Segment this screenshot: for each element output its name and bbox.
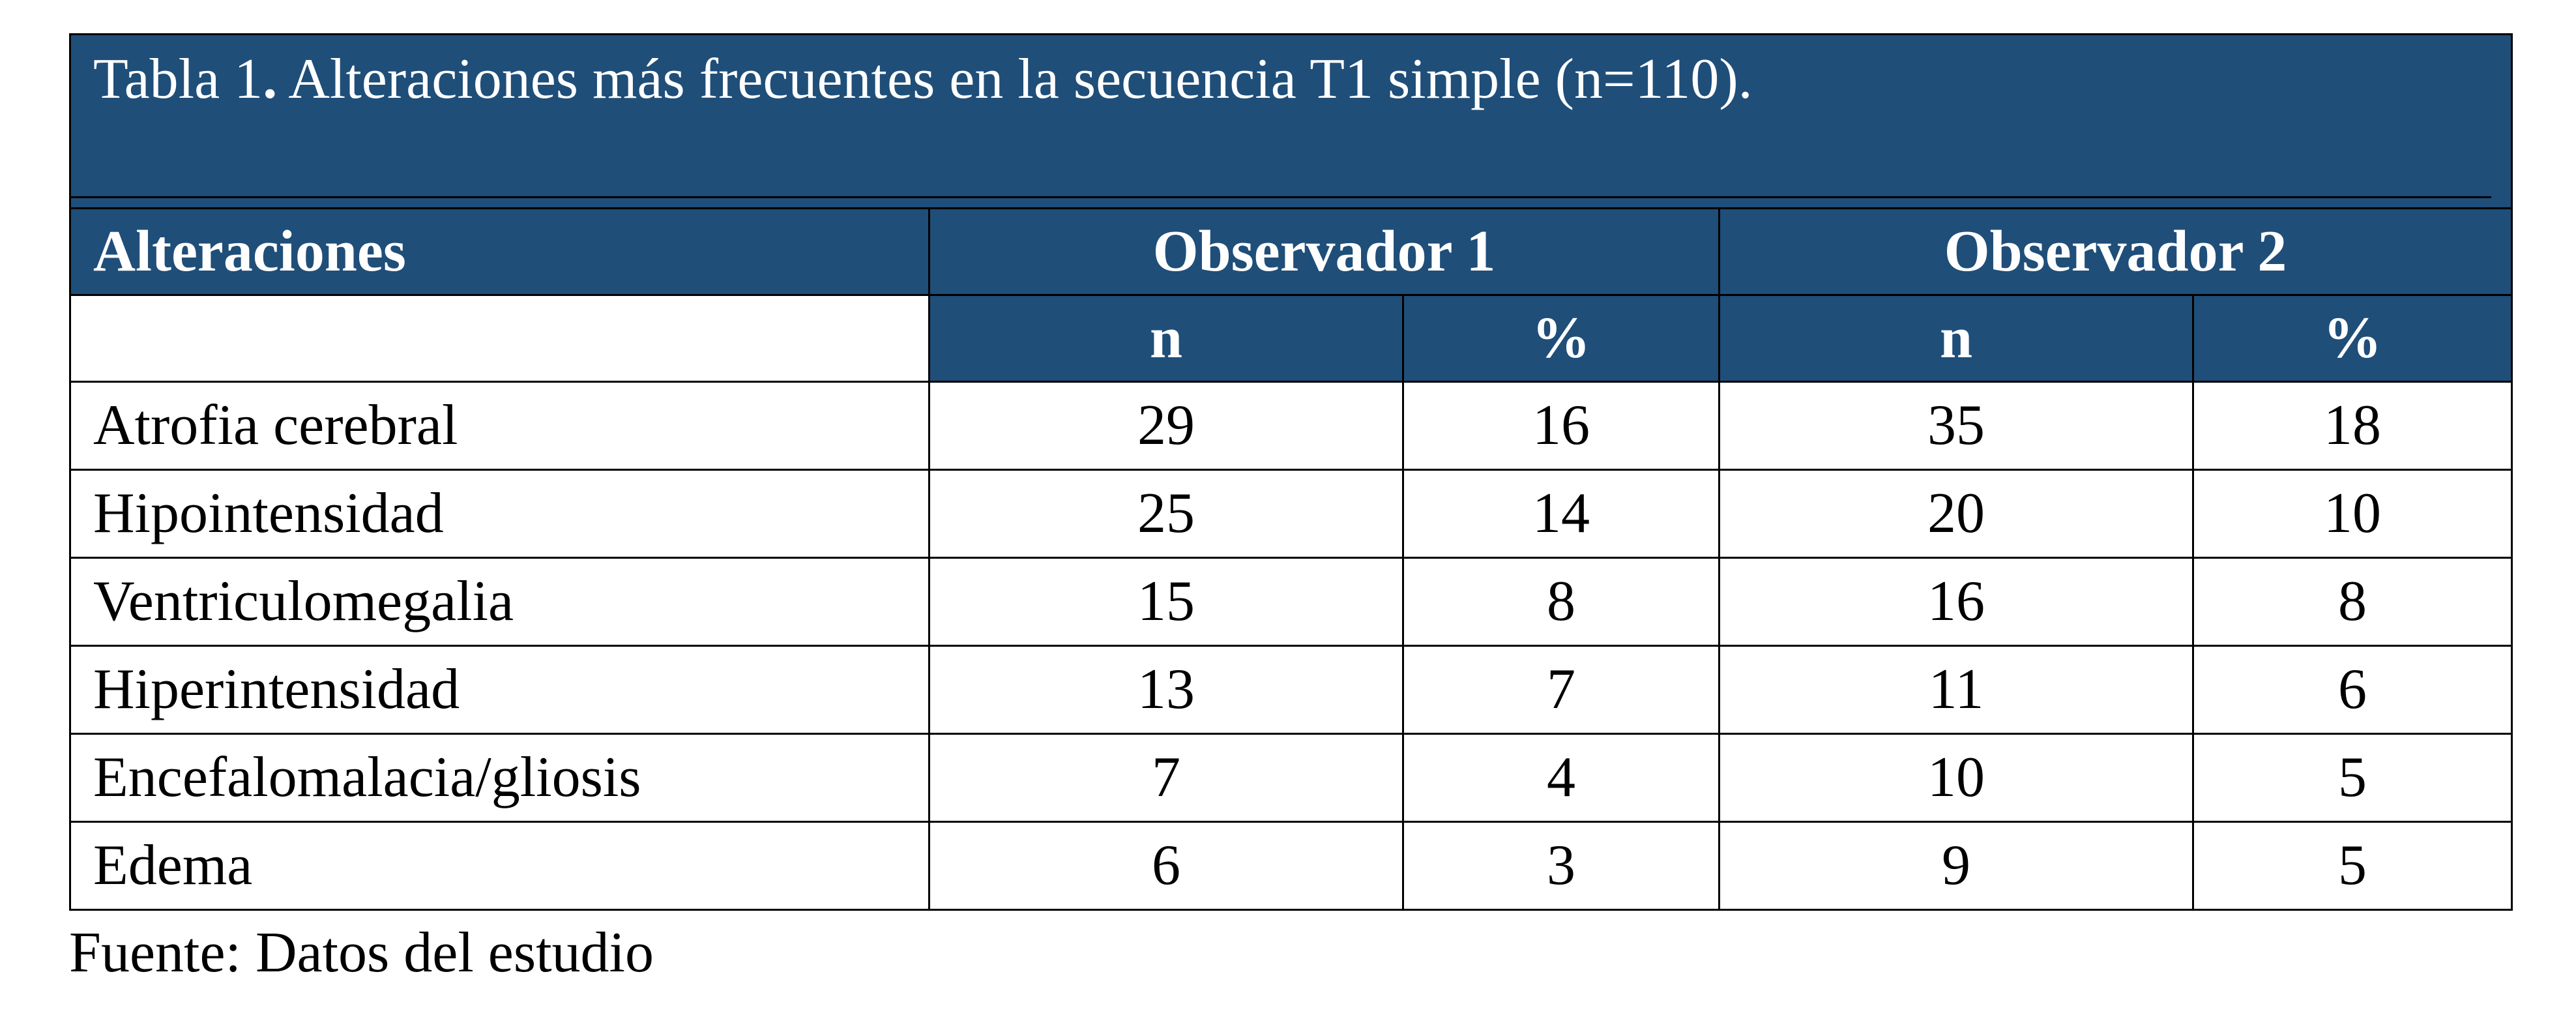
subheader-o1-n: n — [928, 294, 1404, 383]
cell-o1-n: 29 — [928, 381, 1404, 471]
table-row: Ventriculomegalia 15 8 16 8 — [69, 557, 2513, 647]
title-divider — [71, 196, 2491, 198]
cell-o2-n: 20 — [1718, 469, 2194, 559]
subheader-o1-pct: % — [1402, 294, 1720, 383]
table-title-dot: . — [263, 47, 278, 111]
cell-o1-pct: 14 — [1402, 469, 1720, 559]
cell-o1-pct: 3 — [1402, 821, 1720, 911]
subheader-o2-n: n — [1718, 294, 2194, 383]
table-source-note: Fuente: Datos del estudio — [69, 921, 654, 984]
cell-o2-pct: 18 — [2192, 381, 2513, 471]
cell-o1-n: 13 — [928, 645, 1404, 735]
table-title-text: Alteraciones más frecuentes en la secuen… — [277, 47, 1753, 111]
subheader-row: n % n % — [69, 294, 2513, 383]
cell-o2-pct: 6 — [2192, 645, 2513, 735]
cell-o1-n: 7 — [928, 733, 1404, 823]
row-label: Edema — [69, 821, 930, 911]
row-label: Hipointensidad — [69, 469, 930, 559]
row-label: Encefalomalacia/gliosis — [69, 733, 930, 823]
cell-o1-pct: 16 — [1402, 381, 1720, 471]
results-table: Tabla 1. Alteraciones más frecuentes en … — [69, 33, 2513, 911]
cell-o1-pct: 8 — [1402, 557, 1720, 647]
table-title-spacer — [69, 123, 2513, 209]
table-row: Edema 6 3 9 5 — [69, 821, 2513, 911]
header-alteraciones: Alteraciones — [69, 207, 930, 296]
row-label: Atrofia cerebral — [69, 381, 930, 471]
table-title: Tabla 1. Alteraciones más frecuentes en … — [69, 33, 2513, 124]
title-spacer-cell — [69, 123, 2513, 209]
table-title-prefix: Tabla 1 — [93, 47, 263, 111]
cell-o1-pct: 7 — [1402, 645, 1720, 735]
results-table-container: Tabla 1. Alteraciones más frecuentes en … — [69, 33, 2513, 911]
table-row: Hipointensidad 25 14 20 10 — [69, 469, 2513, 559]
header-row: Alteraciones Observador 1 Observador 2 — [69, 207, 2513, 296]
header-observador-2: Observador 2 — [1718, 207, 2513, 296]
table-title-row: Tabla 1. Alteraciones más frecuentes en … — [69, 33, 2513, 124]
cell-o2-n: 35 — [1718, 381, 2194, 471]
row-label: Hiperintensidad — [69, 645, 930, 735]
table-row: Atrofia cerebral 29 16 35 18 — [69, 381, 2513, 471]
cell-o1-n: 6 — [928, 821, 1404, 911]
cell-o2-pct: 5 — [2192, 733, 2513, 823]
table-row: Encefalomalacia/gliosis 7 4 10 5 — [69, 733, 2513, 823]
subheader-o2-pct: % — [2192, 294, 2513, 383]
cell-o2-pct: 8 — [2192, 557, 2513, 647]
cell-o1-pct: 4 — [1402, 733, 1720, 823]
subheader-blank — [69, 294, 930, 383]
cell-o2-n: 11 — [1718, 645, 2194, 735]
row-label: Ventriculomegalia — [69, 557, 930, 647]
cell-o2-n: 16 — [1718, 557, 2194, 647]
cell-o1-n: 15 — [928, 557, 1404, 647]
cell-o2-n: 9 — [1718, 821, 2194, 911]
cell-o2-n: 10 — [1718, 733, 2194, 823]
table-row: Hiperintensidad 13 7 11 6 — [69, 645, 2513, 735]
cell-o2-pct: 5 — [2192, 821, 2513, 911]
cell-o2-pct: 10 — [2192, 469, 2513, 559]
header-observador-1: Observador 1 — [928, 207, 1720, 296]
cell-o1-n: 25 — [928, 469, 1404, 559]
